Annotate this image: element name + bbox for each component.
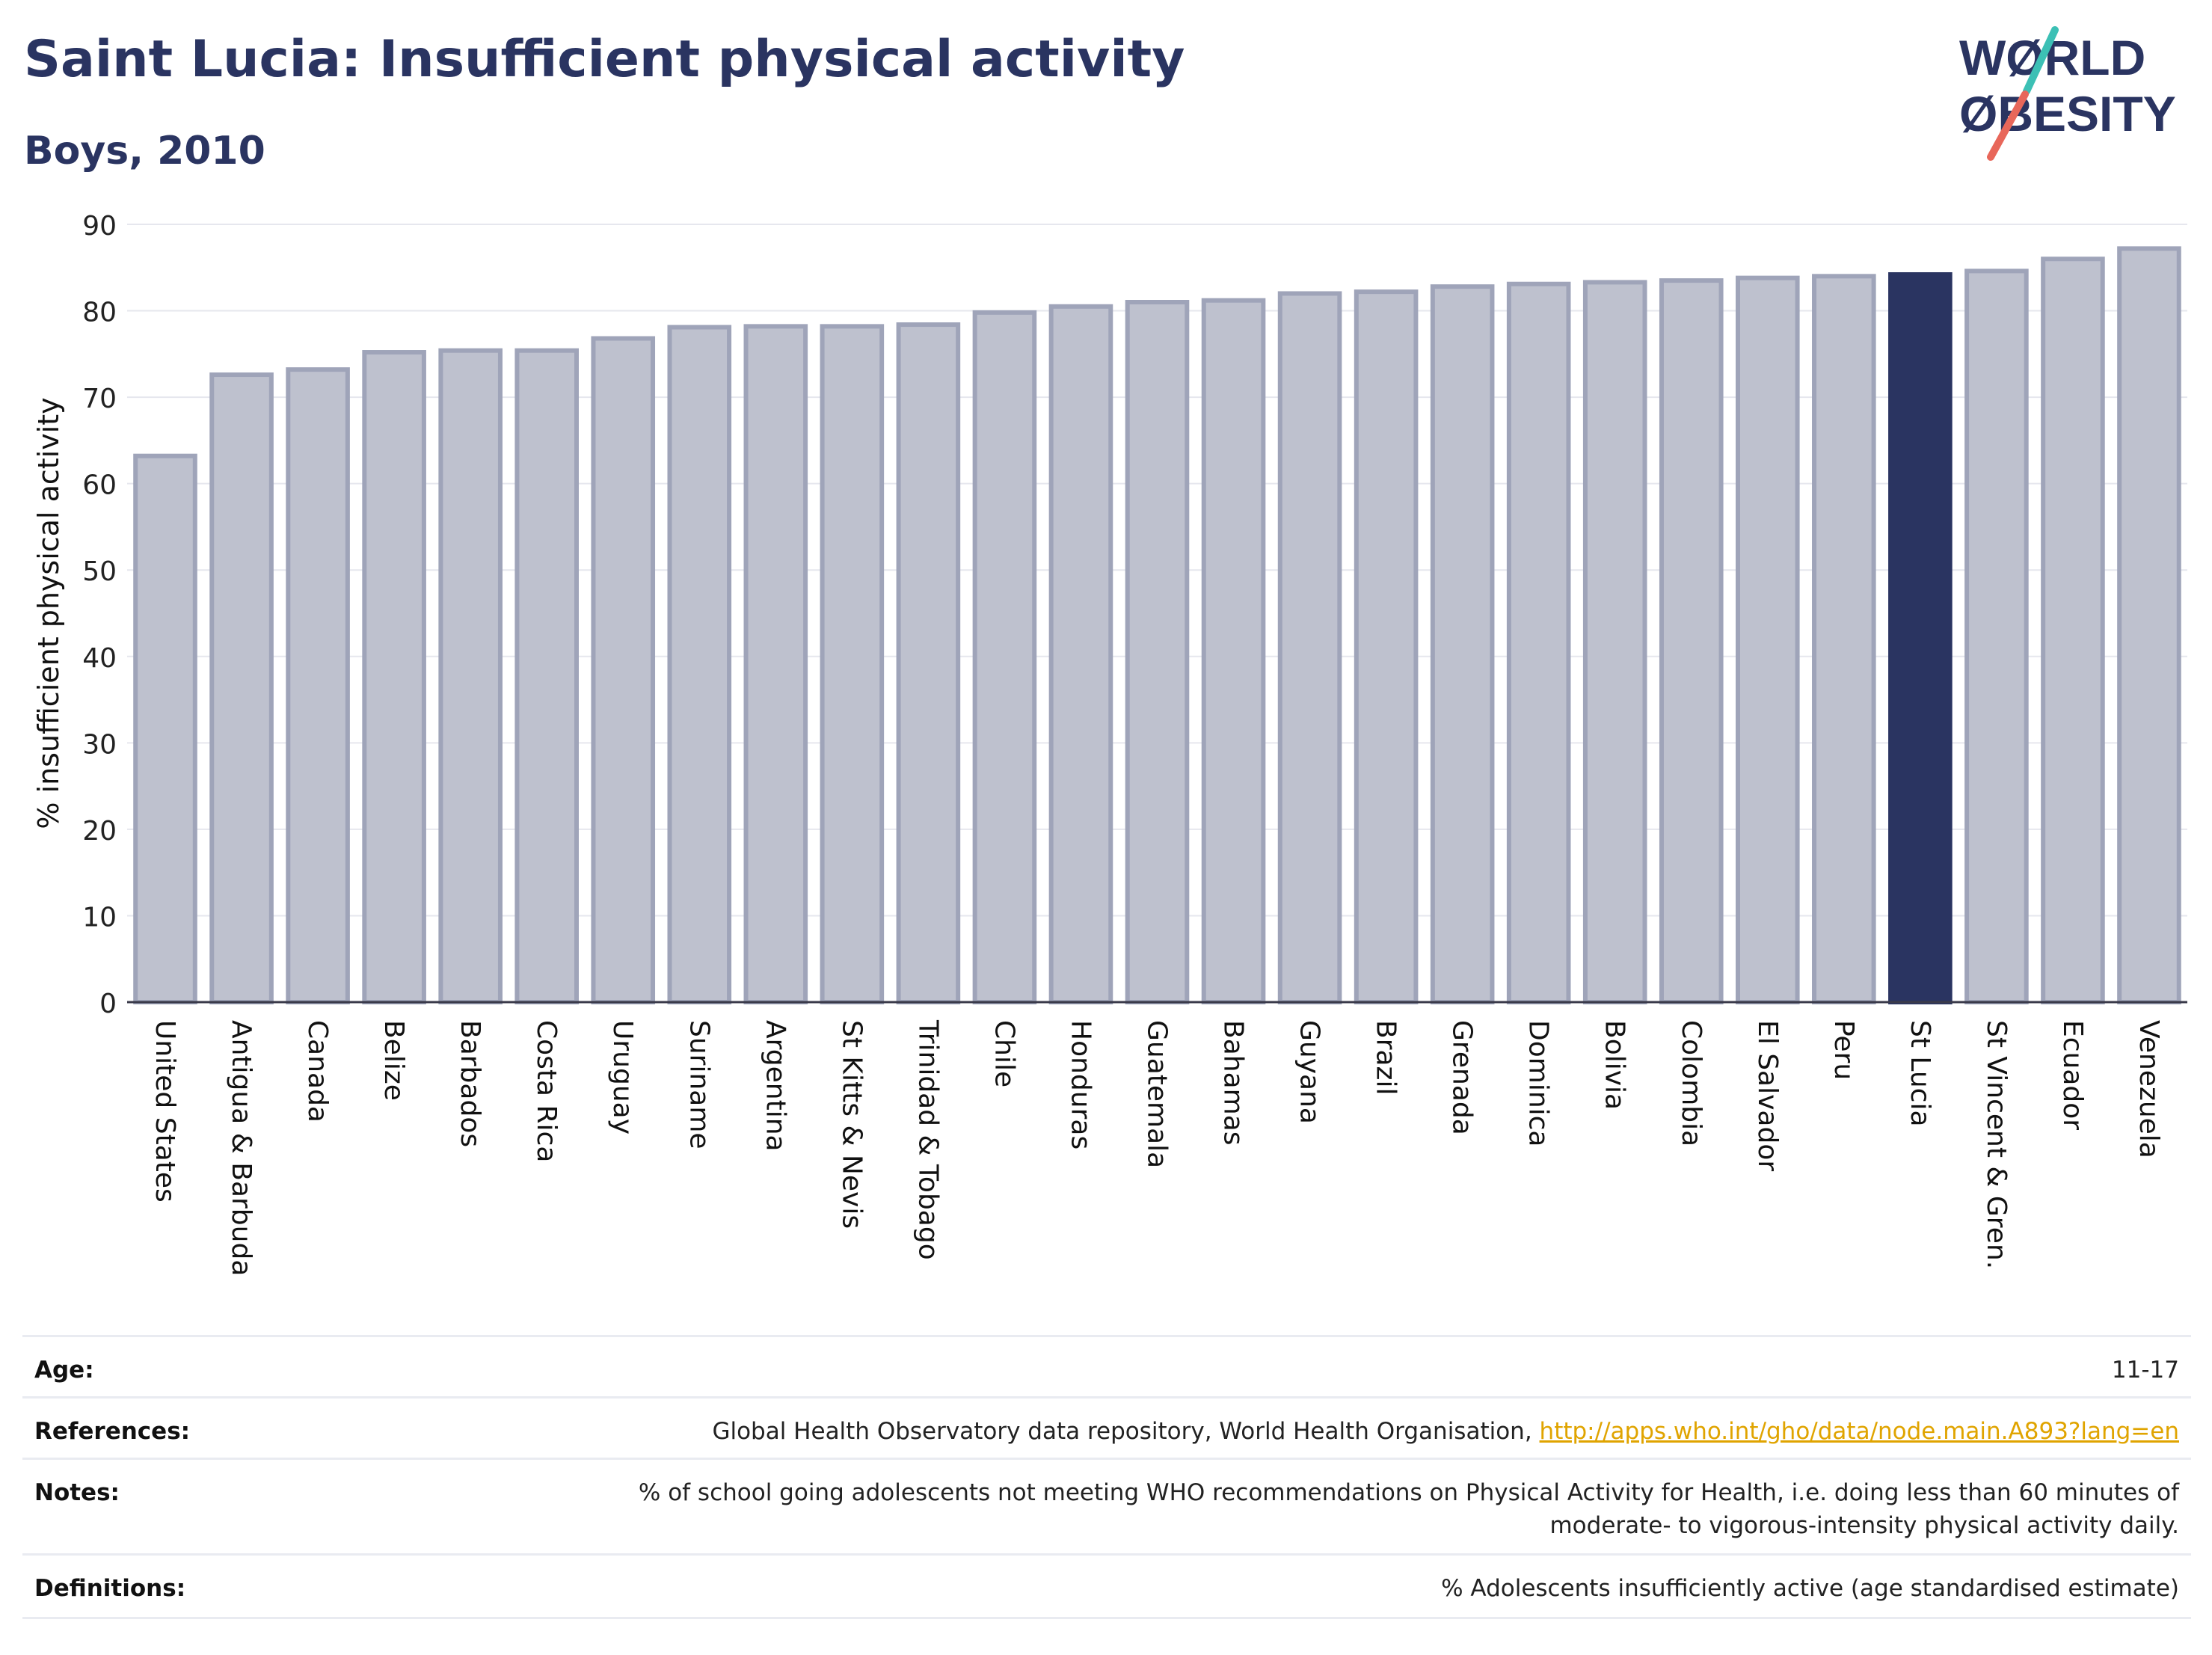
x-tick-label: Grenada [1447,1020,1478,1135]
x-tick-label: El Salvador [1752,1020,1783,1171]
notes-label: Notes: [34,1479,120,1506]
x-tick-label: Guatemala [1142,1020,1173,1168]
info-row-references: References: Global Health Observatory da… [22,1396,2191,1460]
bar [1582,280,1647,1004]
x-tick-label: United States [150,1020,180,1203]
age-value: 11-17 [2111,1357,2179,1384]
definitions-label: Definitions: [34,1575,186,1602]
y-tick-label: 60 [82,470,117,501]
x-tick-label: Venezuela [2133,1020,2164,1158]
references-label: References: [34,1418,191,1445]
bar [1048,304,1113,1004]
y-tick-label: 20 [82,816,117,847]
y-tick-label: 70 [82,384,117,414]
logo-line2: ØBESITY [1959,86,2176,141]
x-tick-label: Belize [378,1020,409,1101]
bar [1964,268,2029,1004]
x-tick-label: Colombia [1676,1020,1706,1146]
y-axis-label: % insufficient physical activity [32,397,65,829]
y-tick-label: 80 [82,298,117,328]
x-tick-label: Antigua & Barbuda [226,1020,256,1276]
bar [133,453,197,1004]
references-value: Global Health Observatory data repositor… [712,1415,2179,1448]
bar [2117,246,2181,1005]
y-tick-label: 30 [82,729,117,760]
y-tick-label: 50 [82,556,117,587]
y-tick-label: 10 [82,902,117,933]
world-obesity-logo: WØRLD ØBESITY [1959,26,2176,161]
x-tick-label: Guyana [1294,1020,1325,1124]
x-tick-label: Argentina [760,1020,790,1152]
bar [1888,272,1953,1004]
x-tick-label: Ecuador [2057,1020,2088,1130]
info-row-age: Age: 11-17 [22,1335,2191,1398]
x-tick-label: Uruguay [607,1020,638,1134]
bar [591,336,656,1004]
bar [820,324,885,1005]
x-tick-label: St Vincent & Gren. [1981,1020,2012,1269]
x-tick-label: Brazil [1371,1020,1401,1095]
bar-chart: 0 10 20 30 40 50 60 70 80 90 % insufficient physic… [32,211,2187,1276]
x-tick-label: Peru [1828,1020,1859,1080]
bar [1659,278,1724,1005]
x-tick-label: St Kitts & Nevis [836,1020,867,1229]
bar [896,322,961,1004]
bar [972,310,1037,1005]
bar [1354,289,1419,1004]
x-tick-label: Suriname [683,1020,714,1149]
notes-line2: moderate- to vigorous-intensity physical… [1549,1512,2179,1539]
x-tick-label: Barbados [455,1020,485,1147]
y-tick-label: 0 [99,989,117,1019]
x-tick-label: St Lucia [1905,1020,1935,1127]
x-tick-label: Canada [302,1020,333,1123]
bar [1201,298,1266,1004]
bar [1277,291,1342,1004]
x-tick-label: Trinidad & Tobago [912,1019,943,1260]
bar [209,372,274,1005]
x-tick-label: Costa Rica [531,1020,562,1162]
bar [362,350,426,1004]
bar [1430,284,1495,1004]
references-text: Global Health Observatory data repositor… [712,1418,1540,1445]
notes-line1: % of school going adolescents not meetin… [638,1479,2179,1506]
page-subtitle: Boys, 2010 [24,129,265,174]
x-tick-label: Bahamas [1218,1020,1249,1146]
references-link[interactable]: http://apps.who.int/gho/data/node.main.A… [1539,1418,2179,1445]
age-label: Age: [34,1357,94,1384]
bar [438,348,503,1004]
page-title: Saint Lucia: Insufficient physical activ… [24,30,1185,89]
y-tick-label: 90 [82,211,117,242]
x-tick-label: Dominica [1523,1020,1554,1147]
notes-value: % of school going adolescents not meetin… [639,1476,2179,1542]
bar [1506,281,1571,1004]
info-row-notes: Notes: % of school going adolescents not… [22,1458,2191,1556]
bar [743,324,808,1005]
bar [667,325,732,1004]
x-tick-label: Chile [989,1020,1019,1087]
bar [286,367,350,1004]
logo-slash-teal-icon [2023,26,2059,95]
x-tick-label: Honduras [1065,1020,1096,1149]
x-tick-label: Bolivia [1600,1020,1630,1110]
logo-slash-coral-icon [1987,90,2029,161]
bar [2041,257,2105,1004]
definitions-value: % Adolescents insufficiently active (age… [1441,1575,2179,1602]
bar [1812,274,1876,1005]
bar [1125,300,1190,1004]
y-tick-label: 40 [82,643,117,674]
bar [1736,275,1800,1004]
info-row-definitions: Definitions: % Adolescents insufficientl… [22,1553,2191,1619]
bar [514,348,579,1004]
